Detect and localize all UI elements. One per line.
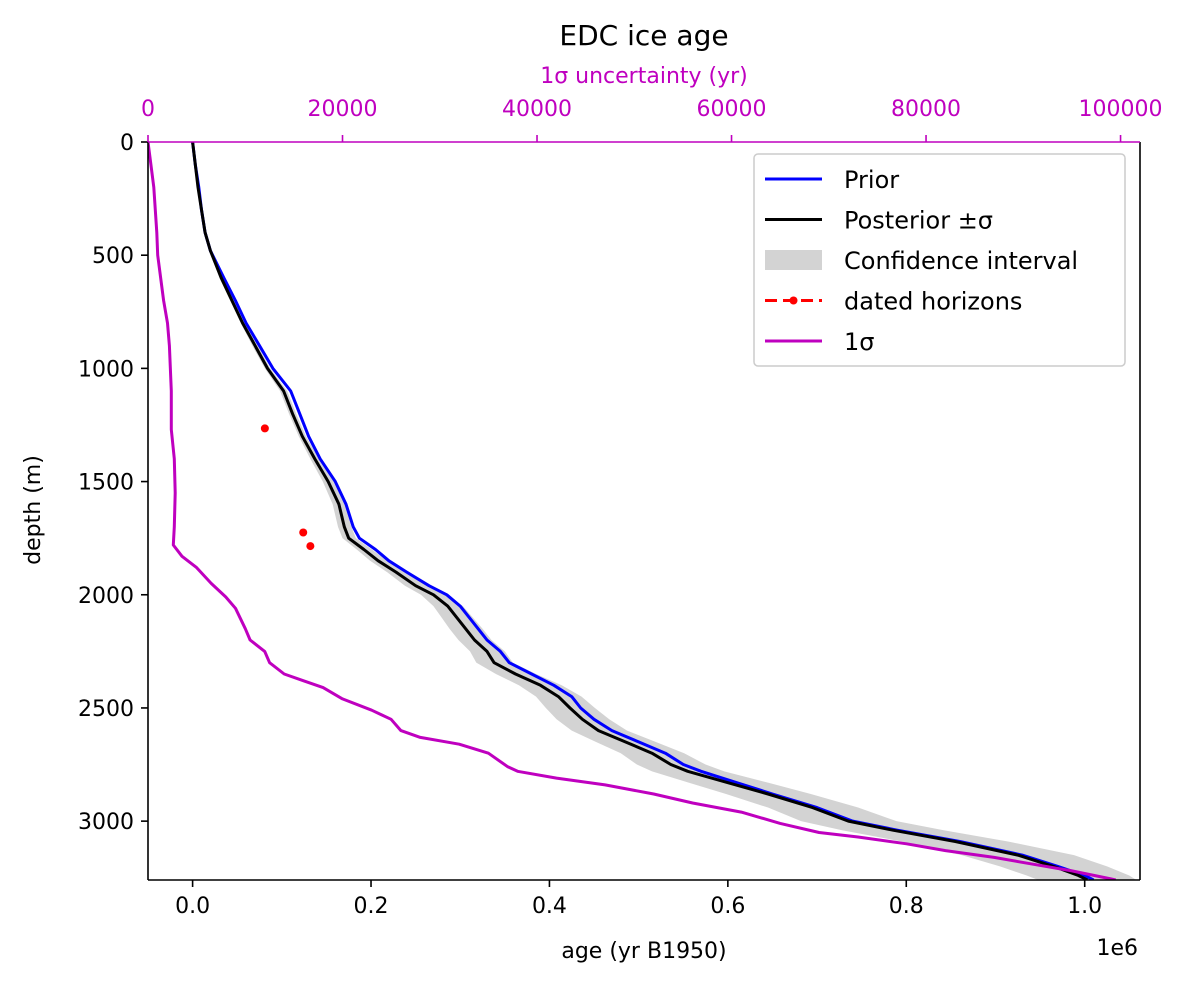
x-tick-label: 0.2 [354, 894, 389, 919]
top-tick-label: 60000 [697, 97, 767, 122]
y-tick-label: 500 [92, 244, 134, 269]
legend-label-dated-horizons: dated horizons [844, 288, 1022, 316]
axes: 0.0 0.2 0.4 0.6 0.8 1.0 0 500 1000 1500 2000 2500 30… [78, 97, 1163, 919]
plot-area [148, 142, 1137, 880]
top-tick-label: 80000 [891, 97, 961, 122]
dated-horizon-point-3 [306, 542, 315, 551]
legend-frame [753, 153, 1126, 367]
x-tick-label: 0.6 [710, 894, 745, 919]
top-tick-label: 20000 [308, 97, 378, 122]
y-axis-title: depth (m) [21, 455, 46, 565]
x-tick-label: 0.4 [532, 894, 567, 919]
y-tick-label: 2500 [78, 697, 134, 722]
top-tick-label: 0 [141, 97, 155, 122]
dated-horizon-point-2 [299, 528, 308, 537]
top-axis-title: 1σ uncertainty (yr) [540, 64, 748, 89]
top-tick-label: 100000 [1079, 97, 1163, 122]
legend-marker-dated-horizons [789, 296, 798, 305]
x-axis-title: age (yr B1950) [561, 939, 726, 964]
legend-label-prior: Prior [844, 166, 899, 194]
top-tick-label: 40000 [502, 97, 572, 122]
series-line-1sigma [148, 142, 1117, 880]
x-axis-offset-label: 1e6 [1096, 936, 1138, 961]
y-tick-label: 2000 [78, 584, 134, 609]
dated-horizon-point-1 [260, 424, 269, 433]
legend-label-confidence-interval: Confidence interval [844, 247, 1078, 275]
legend-label-1sigma: 1σ [844, 328, 874, 356]
y-tick-label: 1500 [78, 471, 134, 496]
legend-swatch-confidence-interval [765, 250, 822, 270]
legend: Prior Posterior ±σ Confidence interval date… [753, 153, 1126, 367]
y-tick-label: 0 [120, 131, 134, 156]
x-tick-label: 1.0 [1067, 894, 1102, 919]
chart-title: EDC ice age [559, 19, 728, 52]
y-tick-label: 1000 [78, 357, 134, 382]
plot-clip-group [148, 142, 1137, 880]
series-line-posterior-pmsigma [191, 142, 1089, 880]
y-tick-label: 3000 [78, 810, 134, 835]
x-tick-label: 0.0 [175, 894, 210, 919]
legend-label-posterior-pmsigma: Posterior ±σ [844, 207, 993, 235]
x-tick-label: 0.8 [889, 894, 924, 919]
